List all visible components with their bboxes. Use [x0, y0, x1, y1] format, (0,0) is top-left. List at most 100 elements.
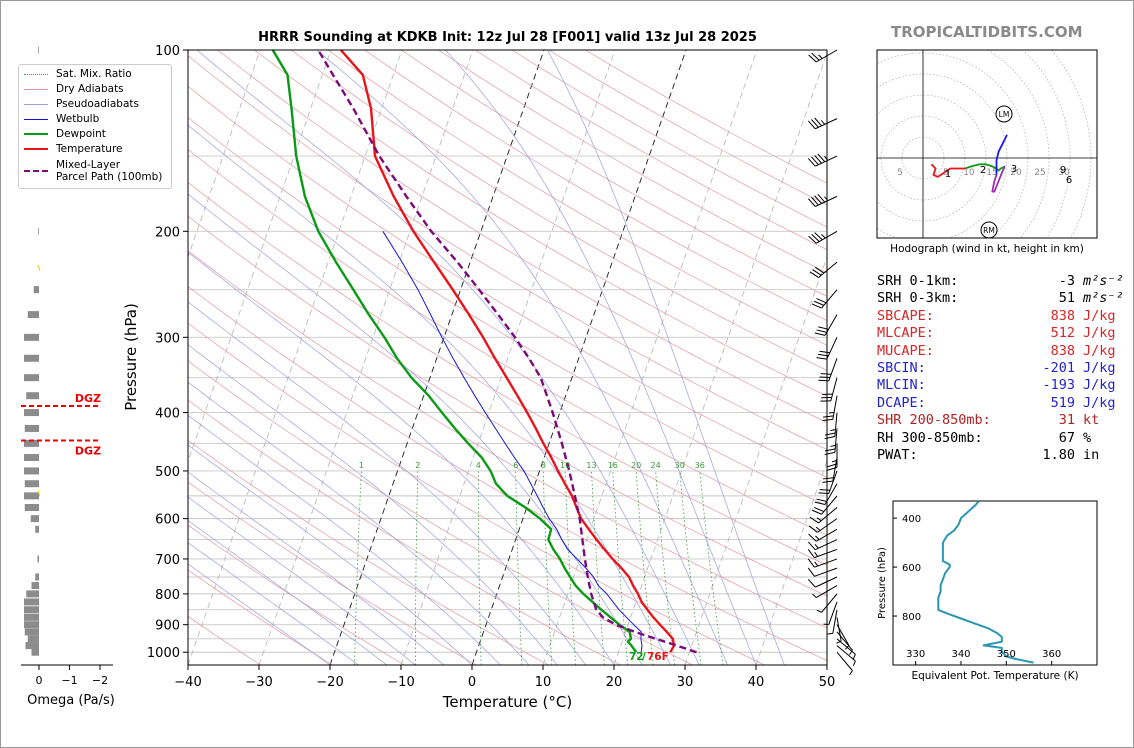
- legend-entry: Dry Adiabats: [24, 83, 124, 95]
- omega-marker: [37, 264, 41, 272]
- legend-swatch: [24, 148, 48, 150]
- dry-adiabat-line: [188, 569, 333, 665]
- hodo-trace-segment: [991, 165, 1006, 193]
- barb-flag: [814, 195, 822, 204]
- skewt-frame: [187, 49, 828, 666]
- barb-flag: [819, 350, 830, 354]
- wind-barb: [812, 585, 838, 599]
- barb-half-flag: [852, 660, 856, 667]
- y-tick-label: 400: [155, 407, 180, 422]
- hodograph-caption: Hodograph (wind in kt, height in km): [890, 243, 1084, 255]
- wind-barb: [822, 457, 838, 483]
- parameter-value: 838: [1050, 307, 1075, 324]
- parameter-row: SRH 0-1km: -3 m²s⁻²: [877, 273, 1127, 290]
- omega-bar: [24, 480, 39, 488]
- dry-adiabat-line: [188, 615, 261, 665]
- parameter-row: SBCAPE: 838 J/kg: [877, 308, 1127, 325]
- barb-half-flag: [824, 156, 829, 161]
- barb-flag: [824, 448, 836, 452]
- dry-adiabat-line: [188, 481, 477, 665]
- parameter-value: 512: [1050, 325, 1075, 342]
- omega-bar: [24, 424, 39, 432]
- barb-half-flag: [828, 411, 835, 414]
- wind-barb: [818, 358, 838, 382]
- wind-barb: [807, 576, 838, 588]
- parameter-value: 67: [1058, 429, 1075, 446]
- parameter-row: PWAT: 1.80 in: [877, 447, 1127, 464]
- y-axis-label: Pressure (hPa): [122, 303, 140, 411]
- barb-shaft: [836, 645, 856, 662]
- omega-bar: [35, 525, 39, 533]
- mixing-ratio-label: 36: [695, 461, 705, 470]
- parameter-unit: J/kg: [1083, 360, 1116, 377]
- omega-bar: [26, 590, 39, 598]
- barb-flag: [808, 525, 818, 533]
- barb-shaft: [817, 518, 838, 533]
- hodo-storm-motion-marker: [995, 105, 1013, 123]
- omega-bar: [24, 467, 39, 475]
- dgz-label: DGZ: [75, 444, 101, 457]
- barb-half-flag: [816, 609, 822, 613]
- parameter-label: SHR 200-850mb:: [877, 412, 991, 429]
- dry-adiabat-line: [364, 50, 827, 321]
- pseudoadiabat-line: [188, 251, 615, 665]
- parameter-row: DCAPE: 519 J/kg: [877, 395, 1127, 412]
- parameter-label: RH 300-850mb:: [877, 429, 983, 446]
- barb-flag: [811, 52, 820, 61]
- parameter-value: 51: [1058, 290, 1075, 307]
- omega-bar: [24, 628, 39, 636]
- wind-barb: [807, 558, 838, 568]
- omega-bar: [31, 582, 39, 590]
- barb-flag: [814, 506, 825, 513]
- hodo-height-label: 9: [1060, 165, 1066, 176]
- hodo-ring-label: 30: [1058, 168, 1070, 178]
- dry-adiabat-line: [188, 322, 765, 665]
- barb-flag: [808, 533, 817, 542]
- pseudoadiabat-line: [188, 124, 672, 665]
- parameter-unit: m²s⁻²: [1083, 273, 1124, 289]
- omega-bar: [24, 354, 39, 362]
- wind-barb: [816, 337, 838, 360]
- hodo-trace-segment: [964, 163, 1006, 172]
- parameter-unit: m²s⁻²: [1083, 290, 1124, 307]
- barb-flag: [824, 432, 836, 436]
- mixing-ratio-group: 1 2 4 6 8 10 13 16 20 24 30 36: [359, 461, 705, 470]
- barb-shaft: [815, 528, 838, 542]
- x-tick-label: −30: [245, 675, 272, 690]
- theta-e-line: [937, 501, 1034, 664]
- hodo-ring-label: 10: [963, 168, 975, 178]
- mixing-ratio-line: [515, 470, 523, 665]
- dry-adiabat-line: [188, 215, 827, 597]
- mixing-ratio-line: [591, 470, 605, 665]
- omega-tick-label: −1: [61, 674, 77, 687]
- parameter-unit: J/kg: [1083, 342, 1116, 359]
- dry-adiabat-line: [188, 55, 827, 451]
- barb-flag: [819, 376, 831, 379]
- legend-label: Dry Adiabats: [56, 83, 124, 95]
- surface-temperature-label: 76F: [647, 651, 669, 663]
- isotherm-line: [188, 50, 261, 259]
- barb-flag: [814, 266, 825, 274]
- barb-half-flag: [812, 593, 817, 598]
- wind-barb: [807, 539, 838, 551]
- pseudoadiabat-line: [316, 50, 728, 665]
- wind-barb: [808, 528, 838, 542]
- x-tick-label: 50: [819, 675, 836, 690]
- x-tick-label: 40: [748, 675, 765, 690]
- wind-barb: [807, 567, 838, 577]
- site-watermark: TROPICALTIDBITS.COM: [891, 23, 1083, 41]
- parameter-label: SRH 0-3km:: [877, 290, 959, 307]
- theta-e-frame: [892, 500, 1098, 666]
- mixing-ratio-label: 30: [675, 461, 685, 470]
- profile-dewpoint-line: [271, 50, 638, 653]
- y-tick-label: 700: [155, 553, 180, 568]
- theta-x-axis-label: Equivalent Pot. Temperature (K): [911, 670, 1078, 682]
- legend-label: Dewpoint: [56, 128, 106, 140]
- pseudoadiabat-line: [188, 344, 558, 665]
- dry-adiabat-line: [188, 181, 827, 566]
- parameter-label: MLCAPE:: [877, 325, 934, 342]
- x-tick-label: 10: [535, 675, 552, 690]
- pseudoadiabat-line: [196, 50, 700, 665]
- omega-bar: [24, 606, 39, 614]
